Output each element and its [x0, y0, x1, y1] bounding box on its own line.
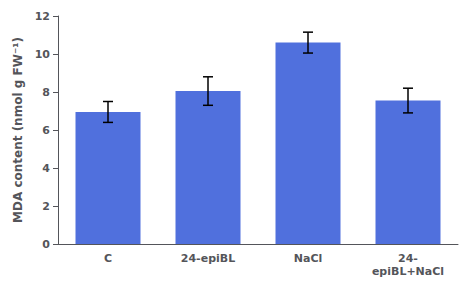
svg-text:8: 8: [42, 86, 50, 99]
svg-text:epiBL+NaCl: epiBL+NaCl: [372, 265, 444, 278]
svg-text:NaCl: NaCl: [294, 252, 322, 265]
svg-text:12: 12: [35, 10, 50, 23]
svg-text:10: 10: [35, 48, 51, 61]
svg-text:C: C: [104, 252, 112, 265]
svg-text:24-: 24-: [398, 252, 418, 265]
svg-text:6: 6: [42, 124, 50, 137]
svg-text:2: 2: [42, 200, 50, 213]
svg-text:MDA content (nmol g FW⁻¹): MDA content (nmol g FW⁻¹): [11, 37, 25, 223]
svg-text:4: 4: [42, 162, 50, 175]
svg-text:0: 0: [42, 238, 50, 251]
svg-text:24-epiBL: 24-epiBL: [181, 252, 235, 265]
